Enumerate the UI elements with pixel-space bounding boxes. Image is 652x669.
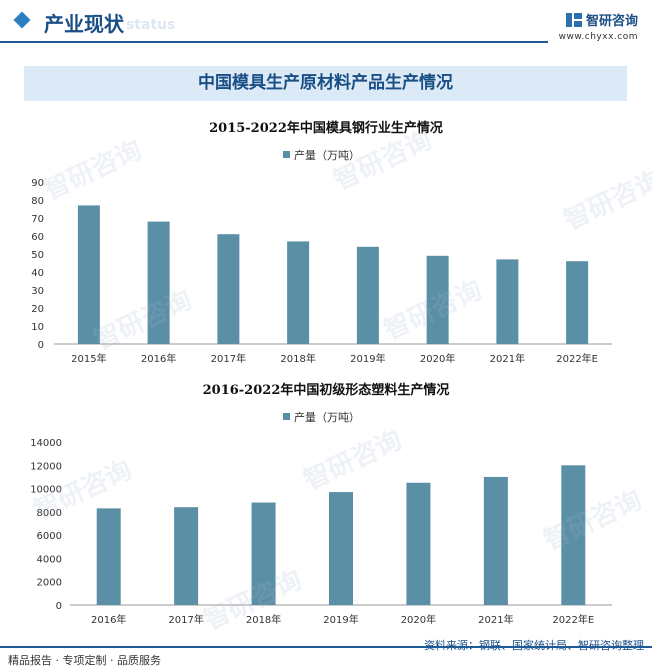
bar <box>251 502 276 605</box>
y-tick-label: 6000 <box>37 531 62 542</box>
brand-name: 智研咨询 <box>585 14 638 29</box>
bar <box>147 221 170 344</box>
x-tick-label: 2019年 <box>350 352 385 365</box>
header-divider <box>0 41 548 43</box>
brand-mark-icon <box>565 12 582 27</box>
legend-label: 产量（万吨） <box>294 410 360 424</box>
legend-swatch <box>283 151 290 158</box>
x-tick-label: 2020年 <box>420 352 455 365</box>
bar <box>174 507 199 605</box>
y-tick-label: 0 <box>38 340 44 351</box>
bar <box>217 234 240 344</box>
x-tick-label: 2022年E <box>556 352 598 365</box>
y-tick-label: 10 <box>31 322 44 333</box>
section-title: 产业现状 <box>44 12 124 36</box>
y-tick-label: 4000 <box>37 554 62 565</box>
y-tick-label: 50 <box>31 250 44 261</box>
bar <box>483 476 508 605</box>
y-tick-label: 20 <box>31 304 44 315</box>
legend-label: 产量（万吨） <box>294 148 360 162</box>
banner-title: 中国模具生产原材料产品生产情况 <box>24 66 627 101</box>
y-tick-label: 0 <box>56 601 62 612</box>
bar <box>496 259 519 344</box>
bar <box>329 492 353 605</box>
x-tick-label: 2021年 <box>478 613 513 626</box>
y-tick-label: 60 <box>31 232 44 243</box>
y-tick-label: 2000 <box>37 578 62 589</box>
chart-title: 2016-2022年中国初级形态塑料生产情况 <box>203 382 450 398</box>
x-tick-label: 2016年 <box>91 613 126 626</box>
y-tick-label: 8000 <box>37 508 62 519</box>
section-ghost-text: status <box>126 17 176 33</box>
x-tick-label: 2021年 <box>490 352 525 365</box>
x-tick-label: 2020年 <box>401 613 436 626</box>
brand-logo: 智研咨询 www.chyxx.com <box>559 10 638 42</box>
y-tick-label: 10000 <box>30 485 62 496</box>
section-header: 产业现状 status <box>0 0 652 44</box>
y-tick-label: 70 <box>31 214 44 225</box>
bar <box>287 241 310 344</box>
footer-slogan: 精品报告 · 专项定制 · 品质服务 <box>8 654 161 667</box>
y-tick-label: 12000 <box>30 461 62 472</box>
chart-title: 2015-2022年中国模具钢行业生产情况 <box>209 120 443 136</box>
bar <box>406 482 431 605</box>
bar <box>356 246 379 344</box>
source-note: 资料来源：钢联、国家统计局、智研咨询整理 <box>424 637 644 653</box>
legend-swatch <box>283 413 290 420</box>
diamond-icon <box>13 11 31 29</box>
x-tick-label: 2022年E <box>552 613 594 626</box>
x-tick-label: 2017年 <box>168 613 203 626</box>
footer-divider <box>0 646 652 648</box>
x-tick-label: 2015年 <box>71 352 106 365</box>
brand-url: www.chyxx.com <box>558 32 638 42</box>
y-tick-label: 80 <box>31 196 44 207</box>
y-tick-label: 90 <box>31 178 44 189</box>
bar <box>561 465 586 605</box>
x-tick-label: 2018年 <box>246 613 281 626</box>
bar <box>566 261 589 344</box>
x-tick-label: 2018年 <box>280 352 315 365</box>
x-tick-label: 2016年 <box>141 352 176 365</box>
y-tick-label: 14000 <box>30 438 62 449</box>
bar <box>77 205 100 344</box>
x-tick-label: 2019年 <box>323 613 358 626</box>
y-tick-label: 30 <box>31 286 44 297</box>
y-tick-label: 40 <box>31 268 44 279</box>
bar <box>426 255 449 344</box>
x-tick-label: 2017年 <box>211 352 246 365</box>
bar <box>96 508 121 605</box>
